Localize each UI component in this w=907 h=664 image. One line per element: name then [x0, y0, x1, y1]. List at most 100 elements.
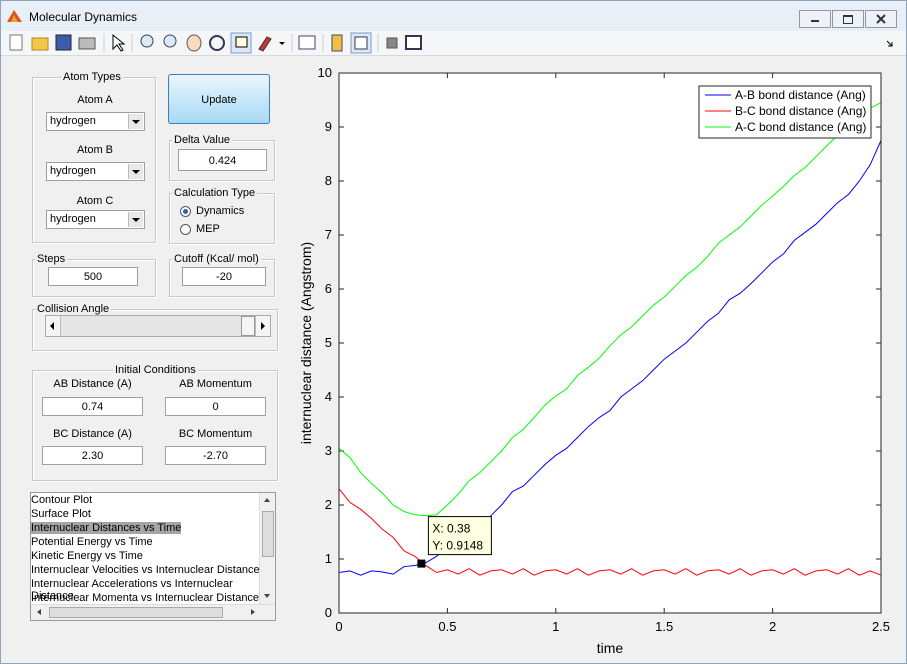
vertical-scrollbar[interactable]	[259, 493, 275, 605]
save-icon[interactable]	[55, 34, 72, 51]
print-icon[interactable]	[78, 37, 96, 50]
field-input[interactable]: 0.74	[42, 397, 143, 416]
group-title: Atom Types	[61, 71, 123, 83]
datatip-label: Y: 0.9148	[432, 539, 483, 553]
field-input[interactable]: 0	[165, 397, 266, 416]
axes-box	[338, 72, 882, 614]
colorbar-icon[interactable]	[331, 34, 343, 52]
atom-dropdown[interactable]: hydrogen	[46, 112, 145, 131]
field-label: BC Momentum	[178, 428, 253, 440]
pan-icon[interactable]	[186, 34, 202, 52]
collision-group: Collision Angle	[32, 303, 278, 351]
y-tick-label: 2	[325, 497, 332, 512]
close-button[interactable]	[865, 10, 897, 28]
radio-dot	[183, 209, 188, 214]
dock-icon[interactable]	[405, 35, 422, 50]
dropdown-value: hydrogen	[50, 115, 96, 127]
field-label: AB Distance (A)	[53, 378, 132, 390]
radio-label: Dynamics	[196, 205, 245, 217]
rotate-icon[interactable]	[209, 35, 225, 51]
x-tick-label: 0	[335, 619, 342, 634]
initial-conditions-group: Initial Conditions	[32, 364, 278, 481]
group-title: Delta Value	[172, 134, 233, 146]
toolbar-icons	[9, 32, 893, 54]
list-item[interactable]: Internuclear Momenta vs Internuclear Dis…	[31, 592, 260, 604]
atom-types-group: Atom Types	[32, 71, 156, 243]
list-item[interactable]: Internuclear Velocities vs Internuclear …	[31, 564, 260, 576]
window-title: Molecular Dynamics	[29, 10, 138, 24]
x-tick-label: 2	[769, 619, 776, 634]
y-axis-label: internuclear distance (Angstrom)	[298, 242, 314, 444]
y-tick-label: 0	[325, 605, 332, 620]
new-icon[interactable]	[9, 34, 23, 51]
pointer-icon[interactable]	[112, 33, 126, 52]
list-item[interactable]: Surface Plot	[31, 508, 91, 520]
slider-thumb[interactable]	[241, 316, 255, 336]
list-item[interactable]: Kinetic Energy vs Time	[31, 550, 143, 562]
radio-button[interactable]	[180, 224, 191, 235]
datatip-box	[427, 516, 492, 556]
legend-box	[698, 85, 872, 139]
plot-listbox[interactable]: Contour Plot Surface Plot Internuclear Dis…	[30, 492, 276, 621]
list-item[interactable]: Contour Plot	[31, 494, 93, 506]
angle-slider[interactable]	[45, 315, 271, 337]
field-input[interactable]: 2.30	[42, 446, 143, 465]
y-tick-label: 7	[325, 227, 332, 242]
input-value: -20	[216, 271, 232, 283]
title-bar: Molecular Dynamics	[1, 1, 906, 31]
link-icon[interactable]	[298, 35, 316, 50]
input-value: 0.424	[208, 155, 237, 167]
atom-dropdown[interactable]: hydrogen	[46, 162, 145, 181]
y-tick-label: 10	[318, 65, 332, 80]
atom-label: Atom A	[77, 94, 113, 106]
atom-dropdown[interactable]: hydrogen	[46, 210, 145, 229]
series-line	[338, 488, 882, 576]
zoom-in-icon[interactable]	[140, 34, 154, 48]
x-tick-label: 2.5	[872, 619, 890, 634]
group-title: Calculation Type	[172, 187, 258, 199]
series-line	[338, 140, 882, 576]
list-item[interactable]: Potential Energy vs Time	[31, 536, 153, 548]
steps-input[interactable]: 500	[48, 267, 138, 286]
y-tick-label: 6	[325, 281, 332, 296]
delta-input[interactable]: 0.424	[178, 149, 267, 171]
radio-button[interactable]	[180, 206, 191, 217]
field-label: BC Distance (A)	[53, 428, 132, 440]
cutoff-input[interactable]: -20	[182, 267, 266, 286]
delta-group: Delta Value	[169, 134, 275, 181]
y-tick-label: 4	[325, 389, 332, 404]
legend-label: B-C bond distance (Ang)	[735, 104, 866, 118]
hide-tools-icon[interactable]	[386, 37, 398, 49]
update-button[interactable]: Update	[168, 74, 270, 124]
calc-type-group: Calculation Type	[169, 187, 275, 244]
group-title: Cutoff (Kcal/ mol)	[172, 253, 261, 265]
input-value: 500	[83, 271, 103, 283]
axes-background	[339, 73, 881, 613]
y-tick-label: 9	[325, 119, 332, 134]
steps-group: Steps	[32, 253, 156, 297]
brush-icon[interactable]	[258, 36, 272, 52]
dropdown-value: hydrogen	[50, 213, 96, 225]
field-input[interactable]: -2.70	[165, 446, 266, 465]
minimize-button[interactable]	[799, 10, 831, 28]
horizontal-scrollbar[interactable]	[31, 604, 275, 620]
open-icon[interactable]	[31, 37, 49, 51]
plot: 0 1 2 3 4 5 6 7 8 9 10 0 0.5 1 1.5 2 2.5 time internuclear…	[298, 65, 890, 656]
maximize-button[interactable]	[832, 10, 864, 28]
cutoff-group: Cutoff (Kcal/ mol)	[169, 253, 275, 297]
input-value: 0	[212, 401, 219, 413]
y-tick-label: 8	[325, 173, 332, 188]
zoom-out-icon[interactable]	[163, 34, 177, 48]
input-value: 2.30	[81, 450, 104, 462]
group-title: Initial Conditions	[113, 364, 198, 376]
group-title: Collision Angle	[35, 303, 112, 315]
group-title: Steps	[35, 253, 68, 265]
list-item[interactable]: Internuclear Accelerations vs Internucle…	[31, 578, 233, 602]
dropdown-value: hydrogen	[50, 165, 96, 177]
legend-label: A-B bond distance (Ang)	[735, 88, 866, 102]
list-item[interactable]: Internuclear Distances vs Time	[31, 522, 182, 534]
radio-label: MEP	[196, 223, 220, 235]
app-icon	[7, 10, 22, 22]
x-axis-label: time	[597, 640, 624, 656]
